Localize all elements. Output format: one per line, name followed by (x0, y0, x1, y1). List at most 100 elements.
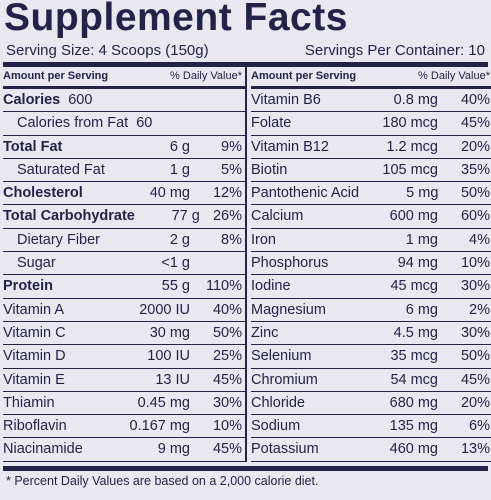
daily-value: 50% (212, 324, 242, 341)
amount: 0.167 mg (129, 418, 190, 435)
amount: 135 mg (389, 418, 438, 435)
nutrient-row: Calories 600 (3, 89, 245, 113)
daily-value: 30% (460, 324, 490, 341)
daily-value: 25% (212, 348, 242, 365)
nutrient-name: Calcium (251, 208, 304, 225)
nutrient-row: Vitamin B12 1.2 mcg 20% (251, 136, 491, 159)
nutrient-name: Selenium (251, 348, 312, 365)
columns: Amount per Serving % Daily Value* Calories… (3, 66, 491, 462)
nutrient-row: Zinc 4.5 mg 30% (251, 322, 491, 346)
dv-header: % Daily Value* (170, 70, 242, 82)
nutrient-name: Folate (251, 115, 292, 132)
thick-rule (3, 466, 488, 471)
daily-value: 110% (205, 278, 242, 295)
nutrient-row: Protein 55 g 110% (3, 275, 245, 299)
nutrient-row: Chromium 54 mcg 45% (251, 369, 491, 392)
nutrient-name: Sugar (17, 255, 56, 272)
servings-per-container: Servings Per Container: 10 (304, 42, 485, 59)
daily-value: 60% (460, 208, 490, 225)
nutrient-row: Magnesium 6 mg 2% (251, 299, 491, 322)
daily-value: 20% (460, 138, 490, 155)
nutrient-row: Vitamin C 30 mg 50% (3, 322, 245, 346)
daily-value: 10% (212, 418, 242, 435)
nutrient-row: Riboflavin 0.167 mg 10% (3, 415, 245, 439)
daily-value: 45% (212, 441, 242, 458)
daily-value: 30% (460, 278, 490, 295)
title: Supplement Facts (4, 0, 348, 39)
column-header: Amount per Serving % Daily Value* (3, 66, 245, 89)
daily-value: 45% (460, 115, 490, 132)
amount: 600 mg (389, 208, 438, 225)
amount: 180 mcg (382, 115, 438, 132)
nutrient-name: Phosphorus (251, 255, 329, 272)
nutrient-row: Vitamin D 100 IU 25% (3, 345, 245, 369)
nutrient-row: Total Carbohydrate 77 g 26% (3, 205, 245, 229)
nutrient-name: Protein (3, 278, 53, 295)
nutrient-name: Calories from Fat (17, 115, 129, 132)
nutrient-row: Potassium 460 mg 13% (251, 438, 491, 462)
amount: 105 mcg (382, 161, 438, 178)
footnote: * Percent Daily Values are based on a 2,… (6, 474, 319, 488)
daily-value: 10% (460, 255, 490, 272)
nutrient-row: Sodium 135 mg 6% (251, 415, 491, 439)
daily-value: 40% (212, 301, 242, 318)
daily-value: 50% (460, 348, 490, 365)
nutrient-row: Total Fat 6 g 9% (3, 136, 245, 159)
amount: 13 IU (155, 371, 190, 388)
daily-value: 5% (221, 161, 242, 178)
amount: 460 mg (389, 441, 438, 458)
nutrient-name: Riboflavin (3, 418, 67, 435)
amount: 1 mg (405, 231, 438, 248)
left-column: Amount per Serving % Daily Value* Calories… (3, 66, 245, 462)
amount: 35 mcg (390, 348, 438, 365)
nutrient-name: Iron (251, 231, 276, 248)
amount-header: Amount per Serving (3, 70, 109, 82)
nutrient-name: Calories (3, 92, 61, 108)
nutrient-name: Dietary Fiber (17, 231, 100, 248)
nutrient-row: Vitamin A 2000 IU 40% (3, 299, 245, 322)
amount: 5 mg (406, 185, 439, 202)
daily-value: 6% (469, 418, 490, 435)
amount: 30 mg (149, 324, 190, 341)
amount: 0.45 mg (137, 394, 190, 411)
nutrient-name: Iodine (251, 278, 291, 295)
thick-rule (3, 62, 488, 67)
amount: 680 mg (389, 394, 438, 411)
nutrient-name: Potassium (251, 441, 319, 458)
nutrient-name: Sodium (251, 418, 301, 435)
amount: 4.5 mg (393, 324, 438, 341)
nutrient-name: Vitamin B6 (251, 92, 321, 108)
nutrient-row: Pantothenic Acid 5 mg 50% (251, 182, 491, 206)
daily-value: 35% (460, 161, 490, 178)
daily-value: 8% (221, 231, 242, 248)
daily-value: 9% (221, 138, 242, 155)
amount: 2 g (169, 231, 190, 248)
amount: 600 (68, 92, 93, 108)
daily-value: 4% (469, 231, 490, 248)
amount: 94 mg (397, 255, 438, 272)
nutrient-name: Chloride (251, 394, 305, 411)
nutrient-name: Saturated Fat (17, 161, 105, 178)
nutrient-name: Vitamin D (3, 348, 66, 365)
nutrient-name: Biotin (251, 161, 288, 178)
amount: <1 g (161, 255, 190, 272)
amount: 77 g (171, 208, 200, 225)
daily-value: 45% (212, 371, 242, 388)
daily-value: 20% (460, 394, 490, 411)
amount: 2000 IU (139, 301, 190, 318)
nutrient-name: Thiamin (3, 394, 55, 411)
nutrient-name: Pantothenic Acid (251, 185, 360, 202)
nutrient-name: Zinc (251, 324, 279, 341)
amount: 6 g (169, 138, 190, 155)
nutrient-name: Total Carbohydrate (3, 208, 135, 225)
amount: 55 g (161, 278, 190, 295)
daily-value-empty (190, 252, 245, 274)
nutrient-row: Cholesterol 40 mg 12% (3, 182, 245, 206)
nutrient-name: Total Fat (3, 138, 63, 155)
daily-value: 2% (469, 301, 490, 318)
nutrient-row: Selenium 35 mcg 50% (251, 345, 491, 369)
nutrient-name: Vitamin E (3, 371, 65, 388)
nutrient-row: Folate 180 mcg 45% (251, 112, 491, 136)
nutrient-name: Cholesterol (3, 185, 83, 202)
